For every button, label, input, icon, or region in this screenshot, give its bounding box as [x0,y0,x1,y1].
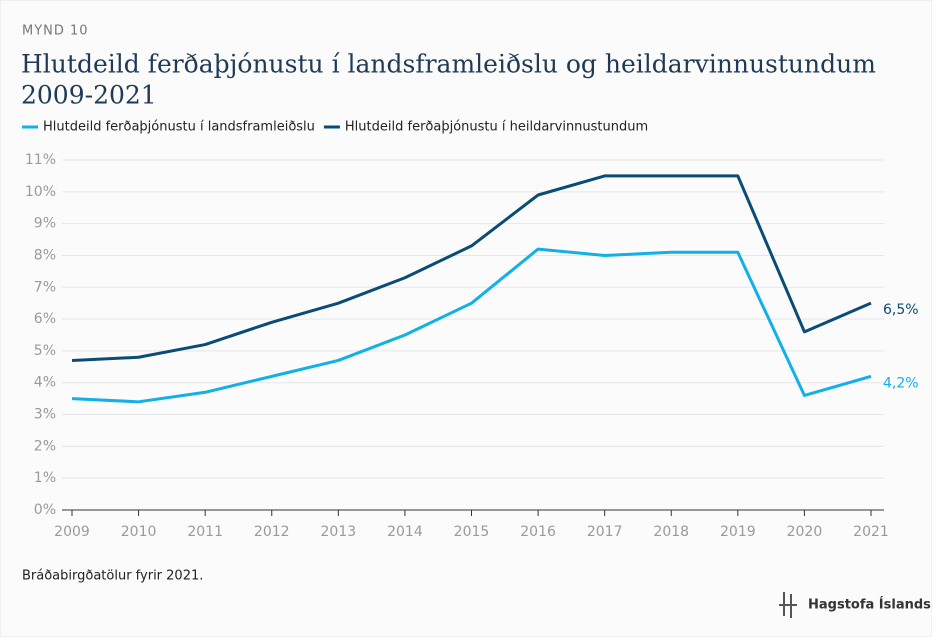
y-tick-label: 0% [34,502,56,518]
y-tick-label: 2% [34,438,56,454]
x-tick-label: 2020 [787,524,823,540]
chart-title: Hlutdeild ferðaþjónustu í landsframleiðs… [21,50,876,79]
y-tick-label: 11% [25,152,56,168]
data-label: 4,2% [883,375,919,391]
x-tick-label: 2013 [321,524,357,540]
footnote: Bráðabirgðatölur fyrir 2021. [22,569,203,584]
x-tick-label: 2009 [54,524,90,540]
line-series [71,174,872,362]
y-tick-label: 8% [34,247,56,263]
x-tick-label: 2018 [653,524,689,540]
y-tick-label: 9% [34,216,56,232]
legend-label: Hlutdeild ferðaþjónustu í heildarvinnust… [345,120,648,135]
y-tick-label: 7% [34,279,56,295]
x-tick-label: 2016 [520,524,556,540]
x-tick-label: 2019 [720,524,756,540]
chart-subtitle: 2009-2021 [21,81,157,110]
x-tick-label: 2017 [587,524,623,540]
line-series [71,247,872,404]
x-tick-label: 2014 [387,524,423,540]
y-tick-label: 1% [34,470,56,486]
x-tick-label: 2015 [454,524,490,540]
logo-icon [779,592,797,618]
source-logo-text: Hagstofa Íslands [808,597,931,613]
legend-label: Hlutdeild ferðaþjónustu í landsframleiðs… [43,120,315,135]
x-tick-label: 2021 [853,524,889,540]
y-tick-label: 6% [34,311,56,327]
kicker: MYND 10 [22,24,89,39]
y-tick-label: 10% [25,184,56,200]
x-tick-label: 2012 [254,524,290,540]
y-tick-label: 4% [34,375,56,391]
x-tick-label: 2011 [187,524,223,540]
x-tick-label: 2010 [121,524,157,540]
y-tick-label: 5% [34,343,56,359]
data-label: 6,5% [883,302,919,318]
y-tick-label: 3% [34,407,56,423]
